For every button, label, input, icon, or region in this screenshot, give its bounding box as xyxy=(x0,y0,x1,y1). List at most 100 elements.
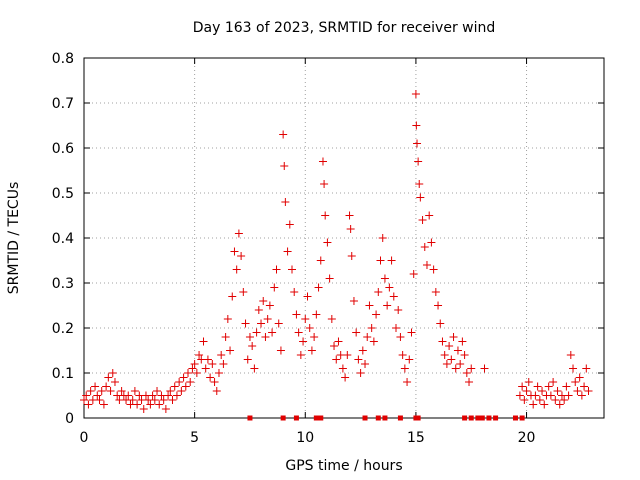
data-point xyxy=(280,162,289,170)
data-point xyxy=(422,261,431,269)
data-point xyxy=(161,405,170,413)
data-point xyxy=(146,400,155,409)
data-point xyxy=(80,396,88,404)
data-point xyxy=(314,283,323,292)
data-point xyxy=(252,328,261,337)
data-point xyxy=(320,180,329,188)
y-tick-label: 0.2 xyxy=(52,321,74,337)
data-point xyxy=(272,265,281,274)
data-point xyxy=(398,351,407,359)
data-point xyxy=(584,387,593,395)
data-point xyxy=(407,328,416,337)
data-point xyxy=(415,180,424,188)
data-point xyxy=(325,274,334,283)
data-point xyxy=(327,315,336,323)
zero-marker xyxy=(519,415,525,421)
zero-marker xyxy=(247,415,253,421)
data-point xyxy=(413,139,422,148)
data-point xyxy=(265,301,274,310)
data-point xyxy=(91,382,100,391)
data-point xyxy=(453,346,462,355)
data-point xyxy=(400,364,409,373)
zero-marker xyxy=(382,415,388,421)
data-point xyxy=(411,90,420,98)
data-point xyxy=(361,360,370,368)
data-point xyxy=(425,211,434,220)
data-point xyxy=(383,301,392,310)
data-point xyxy=(403,378,412,386)
plot-frame xyxy=(83,57,605,419)
data-point xyxy=(389,292,398,301)
data-point xyxy=(203,355,212,364)
data-point xyxy=(305,324,314,332)
data-point xyxy=(409,270,418,278)
data-point xyxy=(124,391,133,400)
x-axis-label: GPS time / hours xyxy=(285,458,402,474)
data-point xyxy=(429,265,438,274)
zero-marker xyxy=(479,415,485,421)
data-point xyxy=(177,387,186,395)
data-point xyxy=(343,351,352,359)
data-point xyxy=(250,364,259,373)
data-point xyxy=(164,391,173,400)
data-point xyxy=(195,351,204,359)
y-tick-label: 0.8 xyxy=(52,51,74,67)
data-point xyxy=(307,346,316,355)
data-point xyxy=(310,333,319,341)
data-point xyxy=(221,333,230,341)
data-point xyxy=(104,373,113,382)
data-point xyxy=(316,256,325,265)
data-point xyxy=(239,288,248,296)
x-tick-label: 0 xyxy=(80,430,89,446)
x-tick-label: 15 xyxy=(407,430,425,446)
data-point xyxy=(223,315,232,323)
data-point xyxy=(217,351,226,359)
data-marks xyxy=(80,90,593,421)
data-point xyxy=(285,220,294,229)
zero-marker xyxy=(313,415,319,421)
data-point xyxy=(338,364,347,373)
data-point xyxy=(283,247,292,256)
data-point xyxy=(440,351,449,359)
data-point xyxy=(376,256,385,265)
data-point xyxy=(179,373,188,382)
data-point xyxy=(148,391,157,400)
data-point xyxy=(188,364,197,373)
data-point xyxy=(263,315,272,323)
data-point xyxy=(268,328,277,337)
data-point xyxy=(82,391,91,400)
data-point xyxy=(190,360,199,368)
data-point xyxy=(582,364,591,373)
data-point xyxy=(232,265,241,274)
data-point xyxy=(354,355,363,364)
data-point xyxy=(467,364,476,373)
zero-marker xyxy=(512,415,518,421)
data-point xyxy=(318,157,327,166)
data-point xyxy=(465,378,474,386)
data-point xyxy=(529,400,538,409)
data-point xyxy=(562,382,571,391)
data-point xyxy=(84,400,93,409)
y-axis-label: SRMTID / TECUs xyxy=(6,182,22,295)
data-point xyxy=(515,391,524,400)
data-point xyxy=(546,391,555,400)
data-point xyxy=(230,247,239,256)
data-point xyxy=(566,351,575,359)
data-point xyxy=(334,337,343,346)
data-point xyxy=(212,387,221,395)
data-point xyxy=(254,306,263,314)
data-point xyxy=(292,310,301,319)
data-point xyxy=(412,121,421,130)
data-point xyxy=(201,364,210,373)
data-point xyxy=(571,378,580,386)
data-point xyxy=(321,211,330,220)
data-point xyxy=(438,337,447,346)
data-point xyxy=(418,216,427,224)
data-point xyxy=(192,369,201,377)
zero-marker xyxy=(462,415,468,421)
data-point xyxy=(431,288,440,296)
data-point xyxy=(303,292,312,301)
data-point xyxy=(564,391,573,400)
data-point xyxy=(420,243,429,251)
data-point xyxy=(133,400,142,409)
